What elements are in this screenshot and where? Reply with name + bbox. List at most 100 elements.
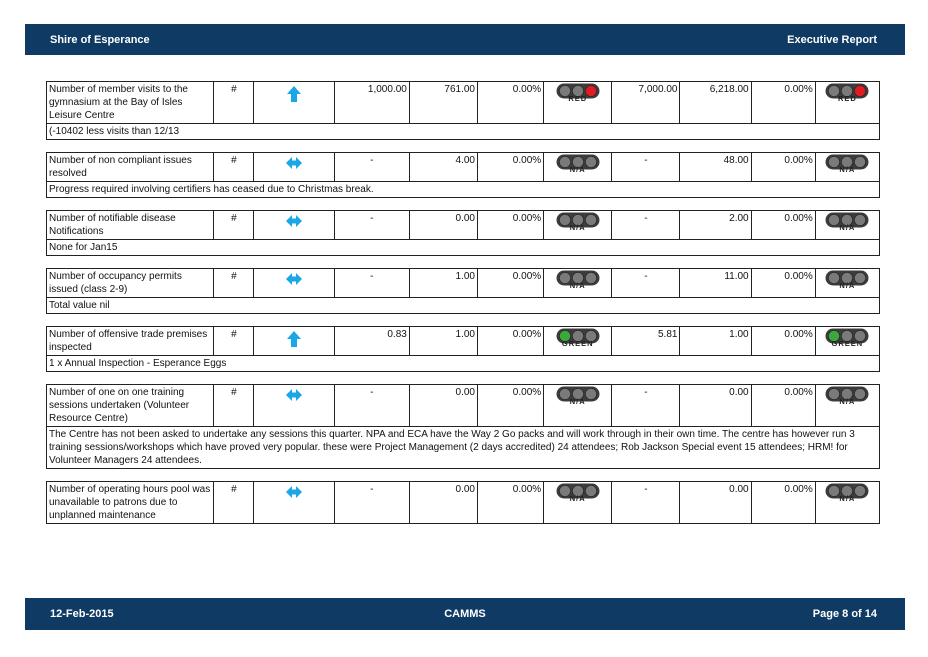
kpi-row: Number of member visits to the gymnasium…	[45, 81, 881, 124]
status-label: N/A	[569, 281, 586, 290]
variance-ytd: 0.00%	[750, 326, 816, 356]
unit-of-measure: #	[213, 326, 255, 356]
row-spacer	[46, 371, 880, 385]
traffic-light-icon: N/A	[555, 483, 601, 503]
status-ytd: N/A	[814, 481, 881, 524]
steady-arrow-icon	[286, 157, 303, 173]
target-ytd: 5.81	[611, 326, 681, 356]
trend-cell	[253, 268, 335, 298]
target-month: 1,000.00	[333, 81, 410, 124]
trend-cell	[253, 326, 335, 356]
actual-month: 761.00	[408, 81, 479, 124]
unit-of-measure: #	[213, 152, 255, 182]
target-ytd: -	[611, 268, 681, 298]
measure-name: Number of occupancy permits issued (clas…	[45, 268, 215, 298]
unit-of-measure: #	[213, 210, 255, 240]
status-month: N/A	[543, 268, 613, 298]
traffic-light-icon: N/A	[555, 386, 601, 406]
comment-text: None for Jan15	[46, 239, 880, 256]
traffic-light-icon: N/A	[555, 154, 601, 174]
unit-of-measure: #	[213, 81, 255, 124]
measure-name: Number of member visits to the gymnasium…	[45, 81, 215, 124]
target-month: 0.83	[333, 326, 410, 356]
status-label: N/A	[569, 494, 586, 503]
comment-row: None for Jan15	[46, 239, 880, 256]
trend-cell	[253, 81, 335, 124]
target-month: -	[333, 152, 410, 182]
traffic-light-icon: RED	[824, 83, 870, 103]
variance-month: 0.00%	[476, 81, 545, 124]
steady-arrow-icon	[286, 389, 303, 405]
unit-of-measure: #	[213, 481, 255, 524]
actual-ytd: 0.00	[679, 384, 752, 427]
kpi-row: Number of one on one training sessions u…	[45, 384, 881, 427]
target-ytd: 7,000.00	[611, 81, 681, 124]
target-month: -	[333, 481, 410, 524]
traffic-light-icon: N/A	[824, 386, 870, 406]
status-label: N/A	[569, 223, 586, 232]
traffic-light-icon: N/A	[824, 483, 870, 503]
target-ytd: -	[611, 384, 681, 427]
steady-arrow-icon	[286, 215, 303, 231]
target-ytd: -	[611, 210, 681, 240]
actual-month: 1.00	[408, 268, 479, 298]
spacer-cell	[46, 139, 880, 153]
variance-ytd: 0.00%	[750, 81, 816, 124]
actual-ytd: 48.00	[679, 152, 752, 182]
traffic-light-icon: N/A	[824, 270, 870, 290]
variance-month: 0.00%	[476, 268, 545, 298]
actual-month: 0.00	[408, 481, 479, 524]
target-month: -	[333, 268, 410, 298]
status-label: GREEN	[561, 339, 594, 348]
status-label: N/A	[839, 397, 856, 406]
status-label: RED	[837, 94, 857, 103]
traffic-light-icon: N/A	[555, 212, 601, 232]
spacer-cell	[46, 313, 880, 327]
traffic-light-icon: N/A	[555, 270, 601, 290]
actual-ytd: 11.00	[679, 268, 752, 298]
kpi-row: Number of non compliant issues resolved #…	[45, 152, 881, 182]
actual-ytd: 2.00	[679, 210, 752, 240]
variance-ytd: 0.00%	[750, 481, 816, 524]
actual-ytd: 0.00	[679, 481, 752, 524]
comment-text: (-10402 less visits than 12/13	[46, 123, 880, 140]
actual-month: 0.00	[408, 210, 479, 240]
traffic-light-icon: N/A	[824, 154, 870, 174]
actual-month: 1.00	[408, 326, 479, 356]
comment-row: (-10402 less visits than 12/13	[46, 123, 880, 140]
comment-text: The Centre has not been asked to underta…	[46, 426, 880, 469]
trend-cell	[253, 481, 335, 524]
target-ytd: -	[611, 152, 681, 182]
variance-ytd: 0.00%	[750, 384, 816, 427]
row-spacer	[46, 255, 880, 269]
target-month: -	[333, 210, 410, 240]
status-ytd: RED	[814, 81, 881, 124]
actual-month: 4.00	[408, 152, 479, 182]
status-label: N/A	[839, 165, 856, 174]
variance-month: 0.00%	[476, 152, 545, 182]
trend-cell	[253, 210, 335, 240]
target-month: -	[333, 384, 410, 427]
row-spacer	[46, 468, 880, 482]
unit-of-measure: #	[213, 268, 255, 298]
report-title: Executive Report	[787, 33, 877, 46]
variance-month: 0.00%	[476, 326, 545, 356]
org-name: Shire of Esperance	[50, 33, 150, 46]
traffic-light-icon: GREEN	[555, 328, 601, 348]
row-spacer	[46, 139, 880, 153]
status-label: N/A	[839, 281, 856, 290]
kpi-row: Number of occupancy permits issued (clas…	[45, 268, 881, 298]
status-label: N/A	[839, 223, 856, 232]
target-ytd: -	[611, 481, 681, 524]
status-label: N/A	[839, 494, 856, 503]
comment-row: Progress required involving certifiers h…	[46, 181, 880, 198]
report-date: 12-Feb-2015	[50, 608, 114, 620]
comment-row: The Centre has not been asked to underta…	[46, 426, 880, 469]
variance-ytd: 0.00%	[750, 268, 816, 298]
measure-name: Number of offensive trade premises inspe…	[45, 326, 215, 356]
variance-ytd: 0.00%	[750, 152, 816, 182]
kpi-table: Number of member visits to the gymnasium…	[45, 81, 881, 524]
actual-month: 0.00	[408, 384, 479, 427]
traffic-light-icon: GREEN	[824, 328, 870, 348]
variance-month: 0.00%	[476, 210, 545, 240]
